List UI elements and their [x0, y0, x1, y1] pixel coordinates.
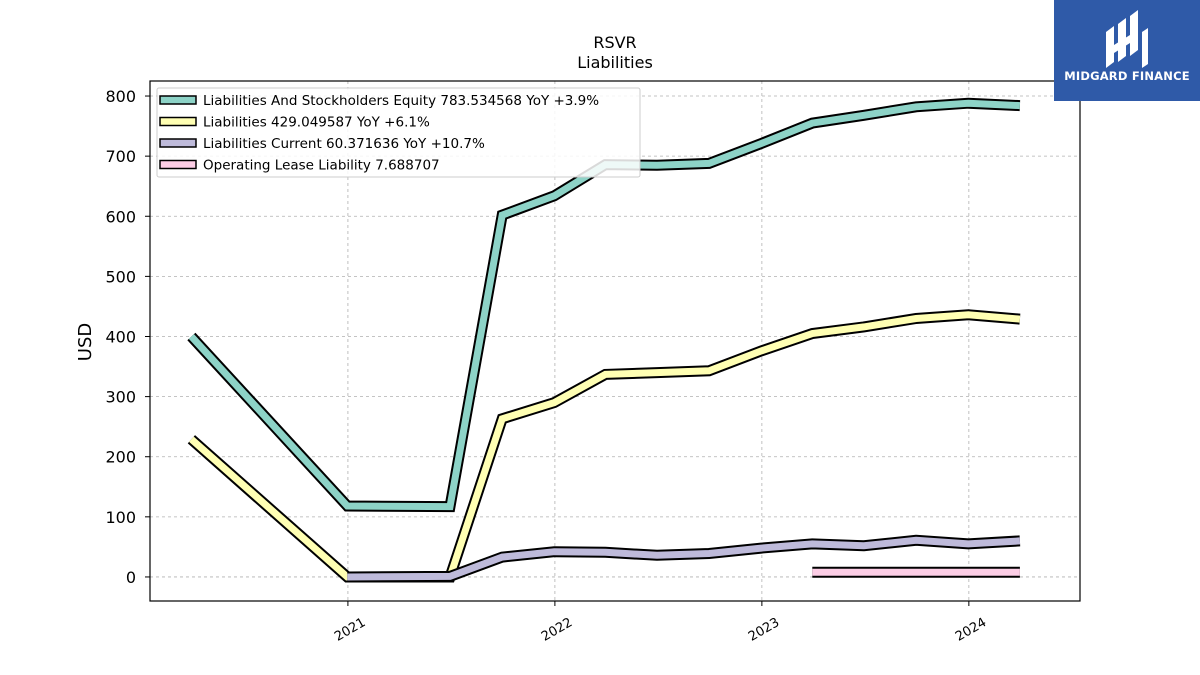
y-tick-label: 200: [105, 448, 136, 467]
logo-text: MIDGARD FINANCE: [1064, 69, 1190, 83]
series-0-line: [187, 97, 1021, 513]
legend-swatch: [159, 116, 197, 127]
legend-label: Liabilities 429.049587 YoY +6.1%: [203, 115, 430, 131]
y-tick-label: 800: [105, 87, 136, 106]
series-2-line: [347, 534, 1021, 583]
y-tick-label: 500: [105, 267, 136, 286]
y-axis-label: USD: [75, 323, 96, 361]
legend-label: Liabilities Current 60.371636 YoY +10.7%: [203, 136, 485, 152]
midgard-logo-icon: [1106, 10, 1148, 68]
y-tick-label: 0: [126, 568, 136, 587]
legend-swatch: [159, 95, 197, 105]
series-1-line: [187, 309, 1021, 583]
y-tick-label: 300: [105, 388, 136, 407]
x-tick-label: 2021: [332, 615, 368, 645]
legend-swatch: [159, 159, 197, 170]
legend-swatch: [159, 138, 197, 148]
legend-label: Operating Lease Liability 7.688707: [203, 158, 440, 174]
chart-subtitle: Liabilities: [577, 53, 653, 72]
legend-box: [156, 87, 641, 178]
x-tick-label: 2024: [953, 615, 989, 645]
plot-frame: [149, 80, 1081, 602]
legend-label: Liabilities And Stockholders Equity 783.…: [203, 93, 599, 109]
y-tick-label: 700: [105, 147, 136, 166]
legend: Liabilities And Stockholders Equity 783.…: [156, 87, 641, 178]
series-line-fill: [189, 311, 1021, 581]
midgard-finance-logo: MIDGARD FINANCE: [1054, 0, 1200, 101]
y-tick-label: 600: [105, 207, 136, 226]
y-tick-label: 400: [105, 327, 136, 346]
chart-title: RSVR: [593, 33, 636, 52]
series-line-fill: [347, 536, 1021, 581]
series-line-fill: [188, 99, 1021, 511]
x-tick-label: 2023: [746, 615, 782, 645]
y-tick-label: 100: [105, 508, 136, 527]
x-tick-label: 2022: [539, 615, 575, 645]
